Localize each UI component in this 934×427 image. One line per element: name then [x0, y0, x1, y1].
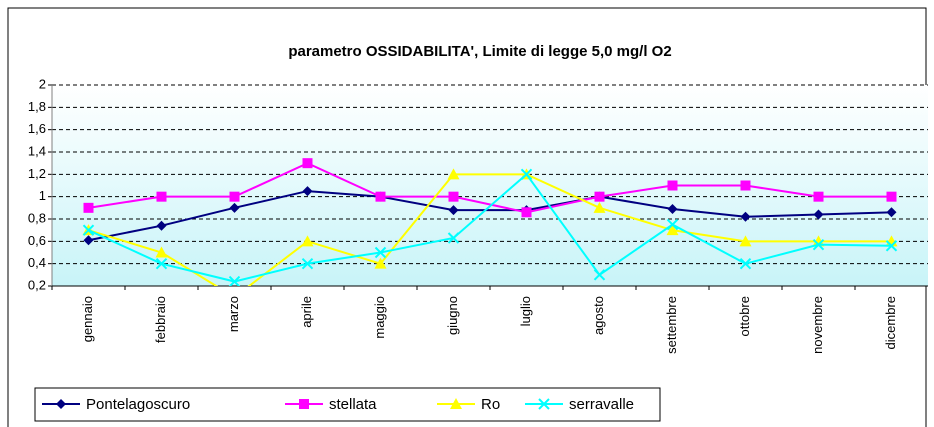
- legend-label: Ro: [481, 396, 500, 413]
- marker: [739, 235, 752, 247]
- marker: [156, 220, 167, 231]
- x-tick-label: settembre: [664, 296, 679, 354]
- marker: [813, 191, 824, 202]
- x-tick-label: gennaio: [80, 296, 95, 342]
- series-line: [88, 162, 892, 214]
- marker: [301, 257, 314, 270]
- marker: [593, 269, 606, 281]
- x-tick-label: ottobre: [737, 296, 752, 336]
- marker: [812, 238, 825, 251]
- marker: [302, 186, 313, 197]
- marker: [83, 202, 94, 213]
- marker: [374, 257, 387, 269]
- marker: [56, 399, 66, 409]
- marker: [375, 191, 386, 202]
- marker: [886, 191, 897, 202]
- plot-area: [52, 85, 928, 286]
- series-line: [88, 190, 892, 242]
- marker: [155, 246, 168, 258]
- marker: [666, 224, 679, 236]
- marker: [447, 168, 460, 180]
- marker: [302, 158, 313, 169]
- legend-label: Pontelagoscuro: [86, 396, 190, 413]
- y-tick-label: 1,6: [28, 121, 46, 136]
- marker: [82, 224, 95, 236]
- legend-box: [34, 387, 661, 422]
- marker: [299, 399, 309, 409]
- x-tick-label: aprile: [299, 296, 314, 328]
- marker: [813, 209, 824, 220]
- legend-label: stellata: [329, 396, 377, 413]
- marker: [740, 211, 751, 222]
- y-tick-label: 0,8: [28, 210, 46, 225]
- marker: [374, 246, 387, 259]
- y-tick-label: 1,8: [28, 99, 46, 114]
- legend-label: serravalle: [569, 396, 634, 413]
- x-tick-label: maggio: [372, 296, 387, 339]
- x-tick-label: agosto: [591, 296, 606, 335]
- y-tick-label: 1: [39, 188, 46, 203]
- marker: [538, 398, 550, 410]
- marker: [593, 201, 606, 213]
- x-tick-label: dicembre: [883, 296, 898, 349]
- y-tick-label: 0,6: [28, 233, 46, 248]
- marker: [885, 240, 898, 252]
- marker: [739, 257, 752, 270]
- marker: [229, 191, 240, 202]
- marker: [448, 191, 459, 202]
- marker: [667, 180, 678, 191]
- marker: [740, 180, 751, 191]
- x-tick-label: giugno: [445, 296, 460, 335]
- marker: [156, 191, 167, 202]
- marker: [666, 218, 679, 231]
- marker: [667, 203, 678, 214]
- x-tick-label: febbraio: [153, 296, 168, 343]
- x-tick-label: novembre: [810, 296, 825, 354]
- chart-title: parametro OSSIDABILITA', Limite di legge…: [288, 43, 671, 60]
- marker: [450, 398, 462, 409]
- series-line: [88, 172, 892, 283]
- marker: [447, 232, 460, 244]
- marker: [301, 235, 314, 247]
- marker: [448, 205, 459, 216]
- marker: [812, 235, 825, 247]
- x-tick-label: luglio: [518, 296, 533, 326]
- marker: [229, 202, 240, 213]
- marker: [155, 257, 168, 270]
- y-tick-label: 0,4: [28, 255, 46, 270]
- marker: [521, 207, 532, 218]
- marker: [520, 168, 533, 181]
- y-tick-label: 0,2: [28, 277, 46, 292]
- y-tick-label: 1,4: [28, 143, 46, 158]
- y-tick-label: 1,2: [28, 166, 46, 181]
- marker: [594, 191, 605, 202]
- marker: [83, 235, 94, 246]
- y-tick-label: 2: [39, 76, 46, 91]
- series-line: [88, 173, 892, 286]
- x-tick-label: marzo: [226, 296, 241, 332]
- marker: [886, 207, 897, 218]
- marker: [228, 275, 241, 286]
